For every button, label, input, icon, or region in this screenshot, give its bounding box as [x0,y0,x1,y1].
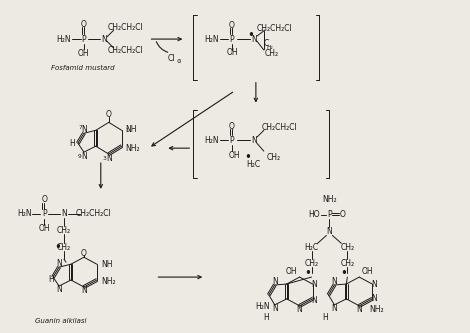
Text: H: H [263,313,269,322]
Text: Fosfamid mustard: Fosfamid mustard [51,65,115,71]
Text: N: N [81,286,87,295]
Text: H₂N: H₂N [57,35,71,44]
Text: N: N [81,125,87,134]
Text: N: N [312,279,317,288]
Text: 9: 9 [78,154,82,159]
Text: H: H [322,313,329,322]
Text: OH: OH [226,49,238,58]
Text: CH₂CH₂Cl: CH₂CH₂Cl [257,24,293,33]
Text: H₂C: H₂C [305,243,319,252]
Text: ⊖: ⊖ [176,59,180,64]
Text: CH₂: CH₂ [265,49,279,59]
Text: NH₂: NH₂ [369,305,384,314]
Text: O: O [106,110,112,119]
Text: H: H [48,274,54,284]
Text: N: N [327,227,332,236]
Text: CH₂: CH₂ [266,153,281,162]
Text: CH₂: CH₂ [57,226,71,235]
Text: H₂C: H₂C [246,160,260,168]
Text: P: P [82,35,86,44]
Text: N: N [297,305,303,314]
Text: N: N [371,294,377,303]
Text: H₂N: H₂N [204,35,219,44]
Text: CH₂CH₂Cl: CH₂CH₂Cl [108,23,143,32]
Text: O: O [229,122,235,131]
Text: NH₂: NH₂ [101,276,116,285]
Text: •: • [55,241,62,254]
Text: •: • [304,267,311,280]
Text: O: O [81,20,87,29]
Text: N: N [106,154,112,163]
Text: H₂: H₂ [266,45,273,50]
Text: NH₂: NH₂ [322,195,337,204]
Text: N: N [331,304,337,313]
Text: OH: OH [286,267,298,276]
Text: 1: 1 [126,128,129,133]
Text: N: N [371,279,377,288]
Text: OH: OH [361,267,373,276]
Text: •: • [340,267,347,280]
Text: N: N [356,305,362,314]
Text: H₂N: H₂N [17,209,31,218]
Text: NH: NH [125,125,137,134]
Text: OH: OH [228,151,240,160]
Text: H: H [69,139,75,148]
Text: •: • [248,29,254,42]
Text: CH₂CH₂Cl: CH₂CH₂Cl [108,47,143,56]
Text: NH₂: NH₂ [125,144,140,153]
Text: N: N [56,285,62,294]
Text: C: C [263,39,268,48]
Text: N: N [331,276,337,285]
Text: P: P [230,136,235,145]
Text: O: O [339,210,345,219]
Text: H₂N: H₂N [204,136,219,145]
Text: P: P [327,210,332,219]
Text: OH: OH [39,224,50,233]
Text: NH: NH [101,260,112,269]
Text: N: N [61,209,67,218]
Text: O: O [41,195,47,204]
Text: H₂N: H₂N [256,302,270,311]
Text: N: N [81,152,87,161]
Text: N: N [272,276,278,285]
Text: CH₂CH₂Cl: CH₂CH₂Cl [76,209,112,218]
Text: OH: OH [78,49,90,59]
Text: 7: 7 [78,125,82,130]
Text: P: P [42,209,47,218]
Text: •: • [244,151,251,164]
Text: N: N [251,136,257,145]
Text: N: N [56,259,62,268]
Text: CH₂: CH₂ [57,243,71,252]
Text: Cl: Cl [168,54,175,63]
Text: N: N [312,296,317,305]
Text: N: N [251,35,257,44]
Text: CH₂: CH₂ [305,259,319,268]
Text: O: O [229,21,235,30]
Text: O: O [81,249,87,258]
Text: 3: 3 [103,156,107,161]
Text: Guanin alkilasi: Guanin alkilasi [35,318,87,324]
Text: CH₂CH₂Cl: CH₂CH₂Cl [262,123,298,132]
Text: CH₂: CH₂ [340,243,354,252]
Text: N: N [101,35,107,44]
Text: CH₂: CH₂ [340,259,354,268]
Text: P: P [230,35,235,44]
Text: HO: HO [309,210,321,219]
Text: N: N [272,304,278,313]
